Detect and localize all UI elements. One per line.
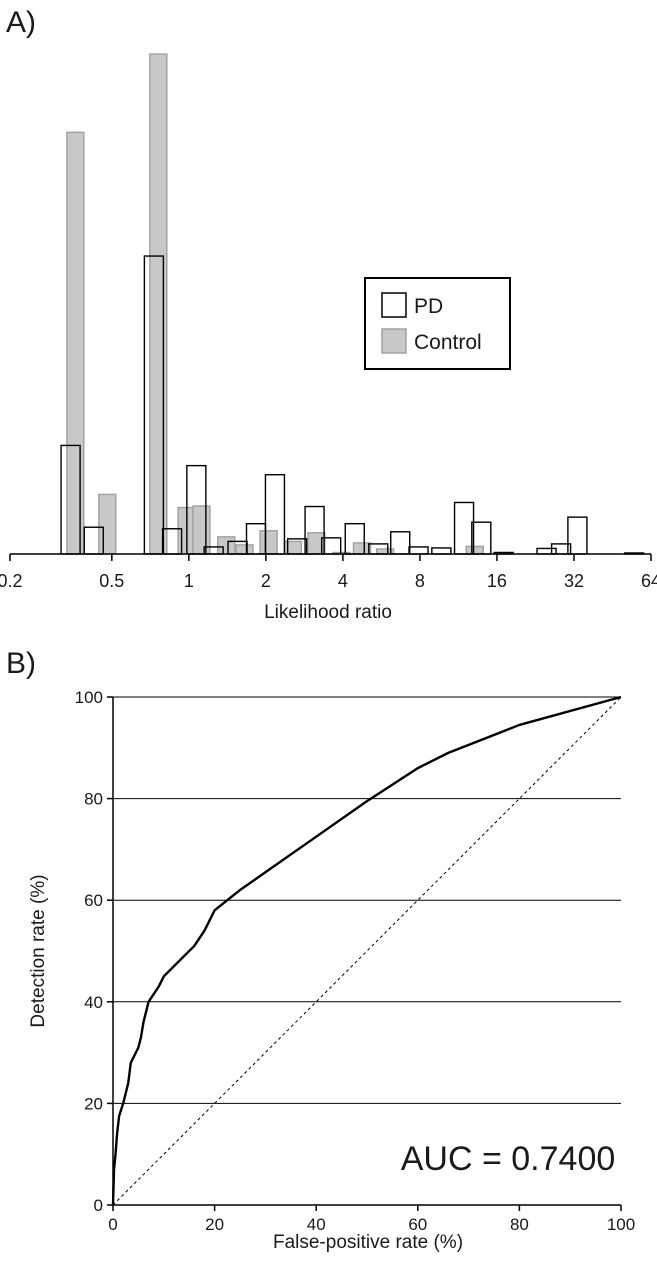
legend-label-pd: PD: [414, 295, 443, 318]
panel-b: B) 0 20 40 60 80 100 0 20 40 60 80 100 AUC = 0.740…: [6, 647, 635, 1253]
x-tick-label: 0: [108, 1215, 117, 1234]
x-tick-label: 60: [408, 1215, 427, 1234]
control-bar: [235, 544, 254, 555]
x-tick-label: 100: [607, 1215, 635, 1234]
control-bar: [149, 53, 168, 555]
x-tick-label: 1: [184, 571, 194, 591]
legend: PD Control: [364, 277, 511, 370]
control-bar: [217, 536, 236, 555]
control-bar: [66, 131, 85, 555]
y-axis-ticks: 0 20 40 60 80 100: [75, 688, 113, 1215]
y-tick-label: 0: [94, 1196, 103, 1215]
x-tick-label: 80: [510, 1215, 529, 1234]
x-tick-label: 32: [564, 571, 584, 591]
legend-swatch-pd: [381, 292, 407, 318]
pd-bars: [60, 255, 645, 555]
x-tick-label: 8: [415, 571, 425, 591]
x-tick-label: 16: [487, 571, 507, 591]
x-axis-ticks-b: 0 20 40 60 80 100: [108, 1205, 635, 1234]
legend-label-control: Control: [414, 331, 482, 354]
panel-a: A) 0.2 0.5 1 2 4 8 16 32 64 Likelihood ratio PD …: [0, 6, 657, 623]
panel-b-label: B): [6, 647, 36, 680]
y-axis-title: Detection rate (%): [28, 874, 49, 1027]
auc-annotation: AUC = 0.7400: [401, 1140, 616, 1178]
y-tick-label: 40: [84, 993, 103, 1012]
x-axis-title-b: False-positive rate (%): [273, 1232, 463, 1253]
x-axis-title: Likelihood ratio: [264, 602, 392, 623]
x-tick-label: 64: [641, 571, 657, 591]
control-bar: [259, 530, 278, 555]
y-tick-label: 80: [84, 790, 103, 809]
x-tick-label: 2: [261, 571, 271, 591]
x-tick-label: 0.2: [0, 571, 23, 591]
gridlines: [113, 696, 621, 1104]
control-bar: [465, 545, 484, 555]
x-tick-label: 40: [307, 1215, 326, 1234]
x-tick-label: 4: [338, 571, 348, 591]
legend-box: [364, 277, 511, 370]
y-tick-label: 60: [84, 891, 103, 910]
roc-curve: [111, 695, 622, 1206]
control-bar: [98, 493, 117, 555]
control-bar: [283, 540, 303, 555]
x-tick-label: 20: [205, 1215, 224, 1234]
x-axis-ticks: 0.2 0.5 1 2 4 8 16 32 64: [0, 554, 657, 591]
y-tick-label: 20: [84, 1094, 103, 1113]
pd-bar: [408, 546, 429, 555]
pd-bar: [536, 547, 557, 555]
legend-swatch-control: [381, 328, 407, 354]
panel-a-label: A): [6, 6, 36, 39]
x-tick-label: 0.5: [99, 571, 124, 591]
roc-lines: [111, 695, 622, 1206]
y-tick-label: 100: [75, 688, 103, 707]
control-bar: [352, 542, 372, 555]
pd-bar: [431, 547, 452, 555]
